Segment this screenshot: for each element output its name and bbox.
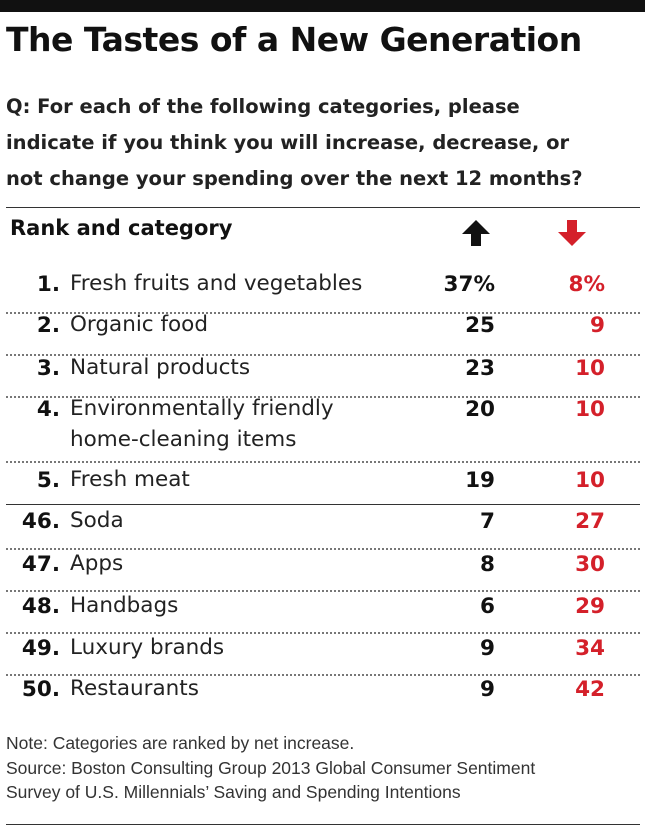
increase-value: 25 bbox=[465, 313, 495, 338]
rank-label: 48. bbox=[21, 594, 60, 619]
row-divider bbox=[6, 354, 640, 356]
category-line: Environmentally friendly bbox=[70, 396, 334, 421]
increase-value: 6 bbox=[480, 594, 495, 619]
source-line: Source: Boston Consulting Group 2013 Glo… bbox=[6, 757, 536, 778]
question-line: indicate if you think you will increase,… bbox=[6, 131, 570, 154]
category-line: Apps bbox=[70, 551, 124, 576]
rank-label: 4. bbox=[36, 397, 60, 422]
footnote: Note: Categories are ranked by net incre… bbox=[6, 731, 642, 805]
decrease-value: 34 bbox=[575, 636, 605, 661]
category-line: Fresh meat bbox=[70, 467, 190, 492]
question-line: Q: For each of the following categories,… bbox=[6, 95, 520, 118]
category-line: Organic food bbox=[70, 312, 208, 337]
arrow-up-icon bbox=[462, 220, 490, 246]
category-line: Soda bbox=[70, 508, 124, 533]
category-label: Fresh fruits and vegetables bbox=[70, 268, 362, 299]
decrease-value: 8% bbox=[568, 272, 605, 297]
top-rule bbox=[0, 0, 645, 12]
increase-value: 8 bbox=[480, 552, 495, 577]
row-divider bbox=[6, 548, 640, 550]
category-line: Handbags bbox=[70, 593, 179, 618]
decrease-value: 27 bbox=[575, 509, 605, 534]
decrease-value: 10 bbox=[575, 397, 605, 422]
category-label: Natural products bbox=[70, 352, 250, 383]
row-divider bbox=[6, 632, 640, 634]
arrow-down-icon bbox=[558, 220, 586, 246]
decrease-value: 29 bbox=[575, 594, 605, 619]
rank-label: 5. bbox=[36, 468, 60, 493]
category-line: Fresh fruits and vegetables bbox=[70, 271, 363, 296]
rank-label: 2. bbox=[36, 313, 60, 338]
category-label: Soda bbox=[70, 505, 124, 536]
category-line: Restaurants bbox=[70, 676, 199, 701]
category-label: Restaurants bbox=[70, 673, 199, 704]
category-line: Luxury brands bbox=[70, 635, 225, 660]
increase-value: 23 bbox=[465, 356, 495, 381]
increase-value: 9 bbox=[480, 677, 495, 702]
increase-value: 9 bbox=[480, 636, 495, 661]
category-label: Organic food bbox=[70, 309, 208, 340]
footnote-line: Note: Categories are ranked by net incre… bbox=[6, 733, 355, 753]
rank-label: 3. bbox=[36, 356, 60, 381]
decrease-value: 9 bbox=[590, 313, 605, 338]
rank-label: 1. bbox=[36, 272, 60, 297]
question-line: not change your spending over the next 1… bbox=[6, 167, 583, 190]
row-divider bbox=[6, 461, 640, 463]
row-divider bbox=[6, 590, 640, 592]
category-line: home-cleaning items bbox=[70, 427, 297, 452]
category-line: Natural products bbox=[70, 355, 251, 380]
category-label: Handbags bbox=[70, 590, 178, 621]
source-line: Survey of U.S. Millennials’ Saving and S… bbox=[6, 782, 461, 802]
header-top-rule bbox=[6, 207, 640, 208]
row-divider bbox=[6, 674, 640, 676]
decrease-value: 10 bbox=[575, 356, 605, 381]
page-title: The Tastes of a New Generation bbox=[6, 20, 582, 59]
increase-value: 19 bbox=[465, 468, 495, 493]
rank-label: 46. bbox=[21, 509, 60, 534]
row-divider bbox=[6, 312, 640, 314]
bottom-rule bbox=[6, 824, 640, 825]
rank-label: 47. bbox=[21, 552, 60, 577]
category-label: Fresh meat bbox=[70, 464, 190, 495]
rank-label: 50. bbox=[21, 677, 60, 702]
category-label: Environmentally friendly home-cleaning it… bbox=[70, 393, 334, 455]
column-header-rank-category: Rank and category bbox=[10, 216, 233, 240]
decrease-value: 42 bbox=[575, 677, 605, 702]
increase-value: 37% bbox=[443, 272, 495, 297]
category-label: Apps bbox=[70, 548, 123, 579]
increase-value: 7 bbox=[480, 509, 495, 534]
increase-value: 20 bbox=[465, 397, 495, 422]
survey-question: Q: For each of the following categories,… bbox=[6, 89, 642, 197]
decrease-value: 30 bbox=[575, 552, 605, 577]
row-divider bbox=[6, 396, 640, 398]
decrease-value: 10 bbox=[575, 468, 605, 493]
section-divider bbox=[6, 504, 640, 505]
rank-label: 49. bbox=[21, 636, 60, 661]
category-label: Luxury brands bbox=[70, 632, 224, 663]
